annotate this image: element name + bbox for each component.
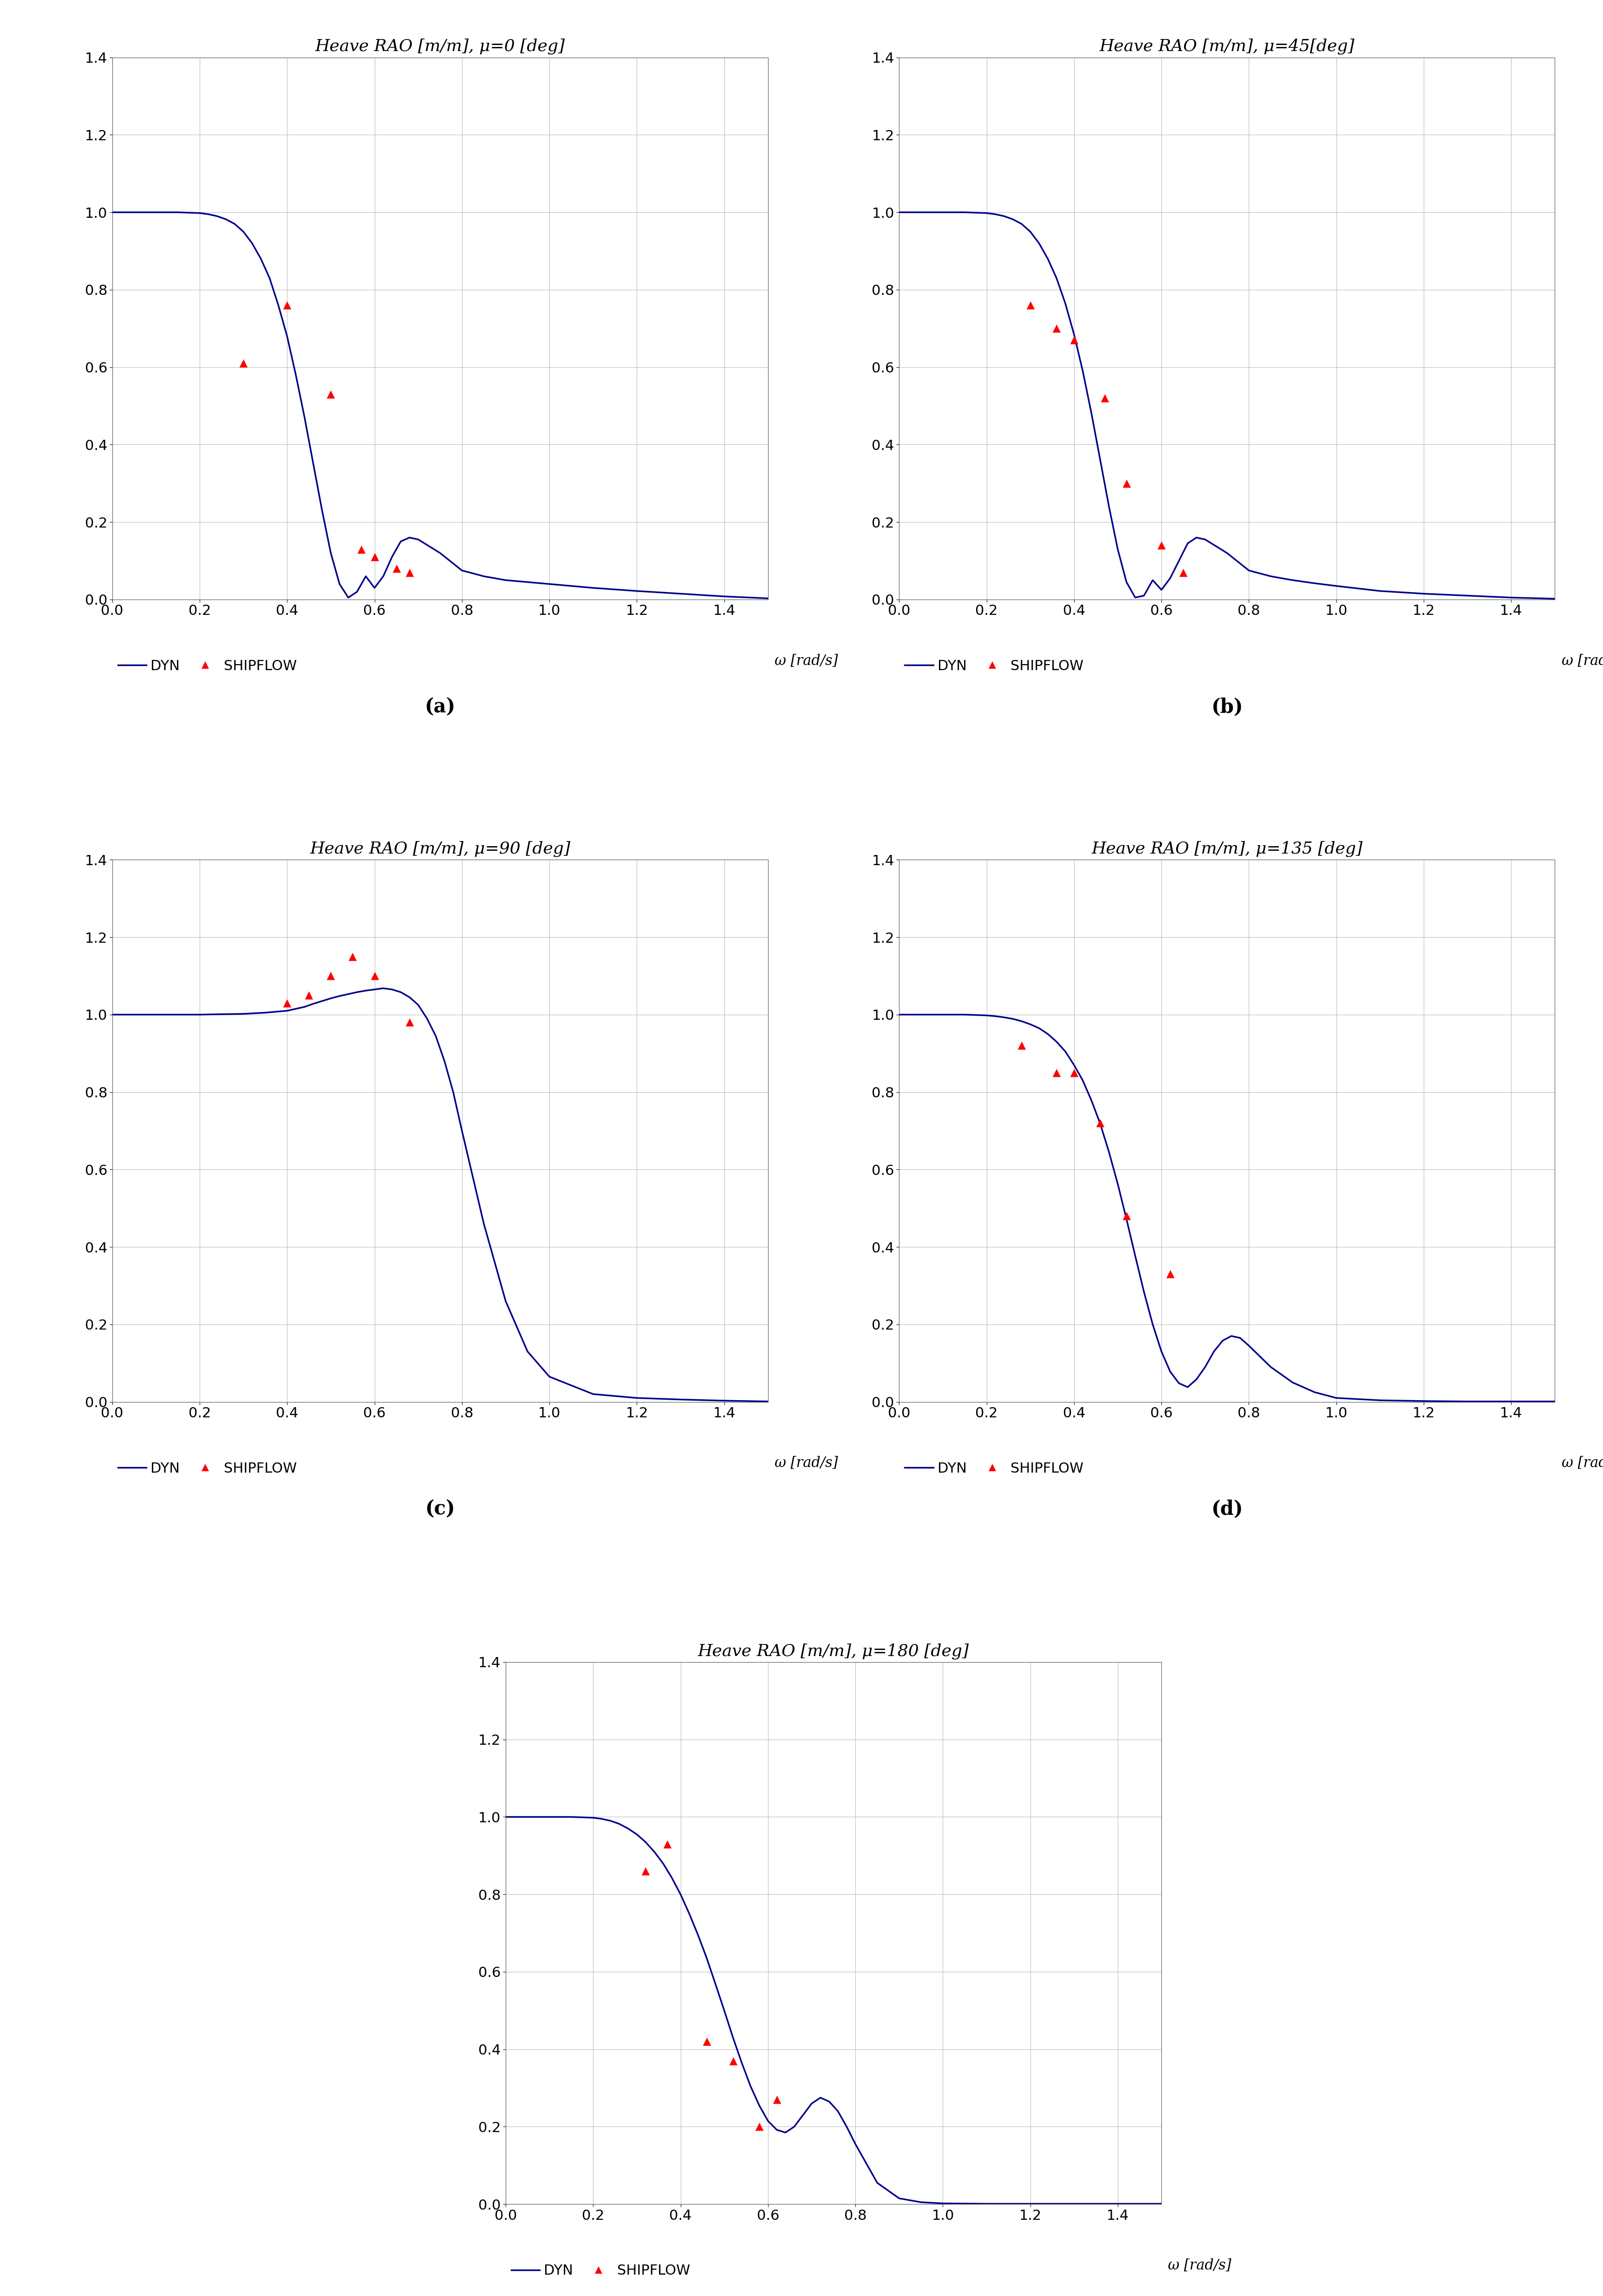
Point <box>694 2023 720 2060</box>
Point <box>1044 1054 1069 1091</box>
Point <box>383 551 409 588</box>
Point <box>1114 466 1140 503</box>
Point <box>747 2108 773 2144</box>
Point <box>1087 1104 1112 1141</box>
Point <box>1157 1256 1183 1293</box>
Point <box>1018 287 1044 324</box>
Text: ω [rad/s]: ω [rad/s] <box>1561 1456 1603 1469</box>
Text: ω [rad/s]: ω [rad/s] <box>1561 654 1603 668</box>
Point <box>340 939 365 976</box>
Legend: DYN, SHIPFLOW: DYN, SHIPFLOW <box>899 1456 1090 1481</box>
Legend: DYN, SHIPFLOW: DYN, SHIPFLOW <box>112 654 303 680</box>
Title: Heave RAO [m/m], μ=90 [deg]: Heave RAO [m/m], μ=90 [deg] <box>309 840 571 856</box>
Title: Heave RAO [m/m], μ=135 [deg]: Heave RAO [m/m], μ=135 [deg] <box>1092 840 1363 856</box>
Point <box>1114 1199 1140 1235</box>
Point <box>396 1003 422 1040</box>
Text: (a): (a) <box>425 698 455 716</box>
Legend: DYN, SHIPFLOW: DYN, SHIPFLOW <box>505 2259 696 2282</box>
Point <box>231 344 256 381</box>
Point <box>396 553 422 590</box>
Text: (d): (d) <box>1212 1499 1242 1520</box>
Point <box>1092 379 1117 416</box>
Point <box>1008 1026 1034 1063</box>
Point <box>1149 526 1175 563</box>
Text: (b): (b) <box>1212 698 1242 716</box>
Text: ω [rad/s]: ω [rad/s] <box>774 1456 838 1469</box>
Title: Heave RAO [m/m], μ=180 [deg]: Heave RAO [m/m], μ=180 [deg] <box>697 1644 970 1660</box>
Point <box>1170 553 1196 590</box>
Point <box>765 2080 790 2117</box>
Point <box>348 530 373 567</box>
Legend: DYN, SHIPFLOW: DYN, SHIPFLOW <box>899 654 1090 680</box>
Text: (c): (c) <box>425 1499 455 1520</box>
Point <box>720 2043 745 2080</box>
Title: Heave RAO [m/m], μ=45[deg]: Heave RAO [m/m], μ=45[deg] <box>1100 39 1355 55</box>
Point <box>297 976 322 1013</box>
Title: Heave RAO [m/m], μ=0 [deg]: Heave RAO [m/m], μ=0 [deg] <box>316 39 564 55</box>
Legend: DYN, SHIPFLOW: DYN, SHIPFLOW <box>112 1456 303 1481</box>
Point <box>1061 321 1087 358</box>
Point <box>317 377 343 413</box>
Point <box>633 1853 659 1890</box>
Point <box>362 540 388 576</box>
Text: ω [rad/s]: ω [rad/s] <box>774 654 838 668</box>
Point <box>274 985 300 1022</box>
Point <box>1044 310 1069 347</box>
Point <box>317 957 343 994</box>
Text: ω [rad/s]: ω [rad/s] <box>1169 2259 1231 2273</box>
Point <box>1061 1054 1087 1091</box>
Point <box>274 287 300 324</box>
Point <box>362 957 388 994</box>
Point <box>654 1825 680 1862</box>
